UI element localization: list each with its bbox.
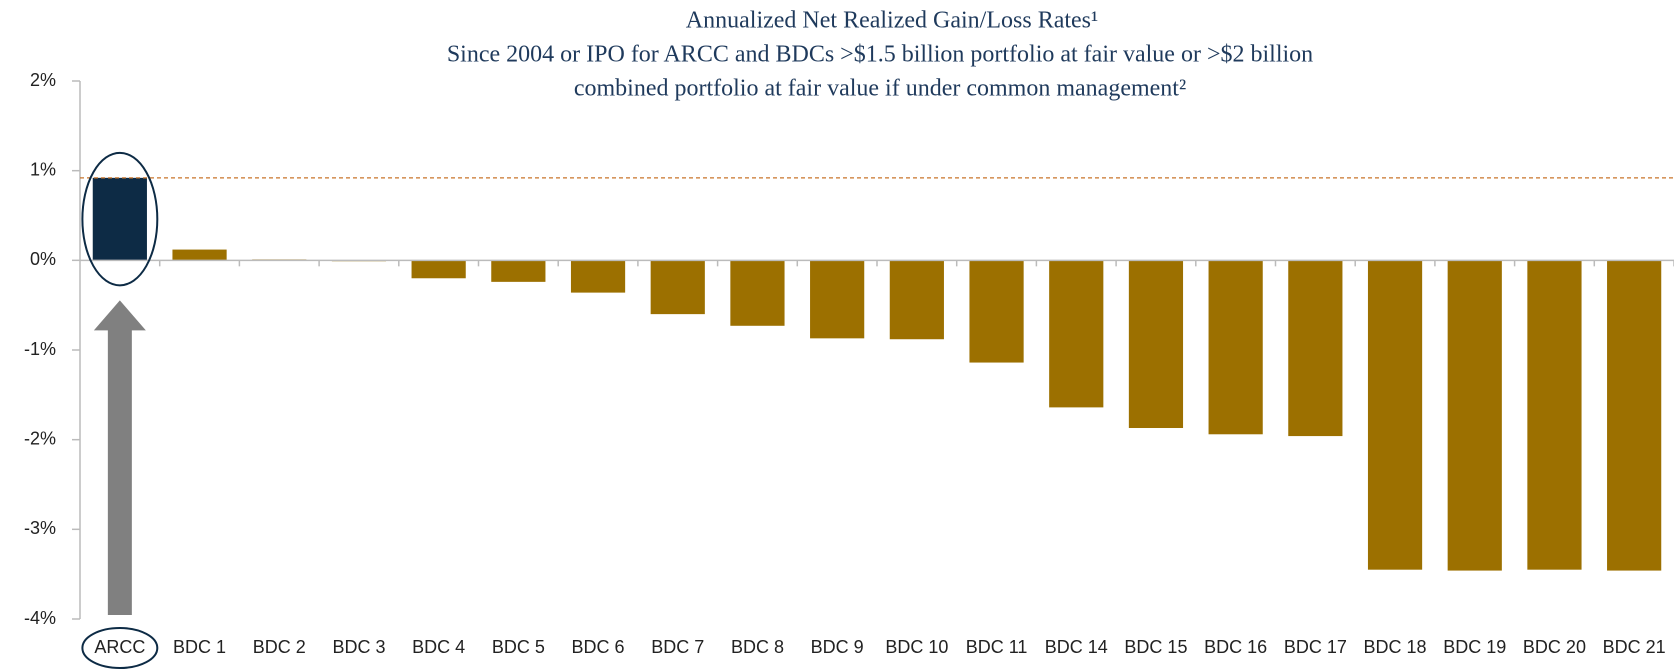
- x-tick-label: BDC 17: [1284, 637, 1347, 657]
- bar: [1128, 260, 1184, 429]
- bar: [889, 260, 944, 340]
- bar: [1607, 260, 1662, 571]
- bar: [810, 260, 865, 339]
- bar: [730, 260, 785, 326]
- x-tick-label: BDC 11: [966, 637, 1028, 657]
- bar: [650, 260, 705, 315]
- y-tick-label: 2%: [30, 70, 56, 90]
- x-tick-label: BDC 18: [1364, 637, 1427, 657]
- x-tick-label: ARCC: [94, 637, 145, 657]
- bar: [411, 260, 466, 279]
- chart-subtitle: combined portfolio at fair value if unde…: [574, 76, 1186, 102]
- x-tick-label: BDC 16: [1204, 637, 1267, 657]
- bar: [172, 249, 227, 261]
- y-tick-label: -3%: [24, 518, 56, 538]
- x-tick-label: BDC 4: [412, 637, 465, 657]
- x-tick-label: BDC 10: [885, 637, 948, 657]
- x-tick-label: BDC 21: [1603, 637, 1666, 657]
- x-tick-label: BDC 9: [811, 637, 864, 657]
- chart-subtitle: Since 2004 or IPO for ARCC and BDCs >$1.…: [447, 42, 1313, 68]
- bar: [1447, 260, 1502, 571]
- bar: [1208, 260, 1263, 435]
- chart-title: Annualized Net Realized Gain/Loss Rates¹: [686, 8, 1098, 34]
- x-tick-label: BDC 1: [173, 637, 226, 657]
- bar: [1527, 260, 1582, 570]
- x-tick-label: BDC 19: [1443, 637, 1506, 657]
- bar: [1367, 260, 1423, 570]
- y-tick-label: 1%: [30, 159, 56, 179]
- y-tick-label: 0%: [30, 249, 56, 269]
- bar: [969, 260, 1024, 363]
- label-ellipse: [81, 627, 159, 669]
- x-tick-label: BDC 7: [651, 637, 704, 657]
- x-tick-label: BDC 15: [1124, 637, 1187, 657]
- x-tick-label: BDC 2: [253, 637, 306, 657]
- arrow: [93, 300, 146, 615]
- x-tick-label: BDC 20: [1523, 637, 1586, 657]
- x-tick-label: BDC 14: [1045, 637, 1108, 657]
- bar: [491, 260, 546, 282]
- bar: [92, 177, 147, 261]
- y-tick-label: -1%: [24, 339, 56, 359]
- highlight-ellipse: [81, 151, 159, 287]
- x-tick-label: BDC 3: [332, 637, 385, 657]
- bar: [1288, 260, 1343, 437]
- bar: [570, 260, 626, 293]
- x-tick-label: BDC 6: [572, 637, 625, 657]
- x-tick-label: BDC 8: [731, 637, 784, 657]
- x-tick-label: BDC 5: [492, 637, 545, 657]
- y-tick-label: -2%: [24, 428, 56, 448]
- bar: [1049, 260, 1104, 408]
- y-tick-label: -4%: [24, 608, 56, 628]
